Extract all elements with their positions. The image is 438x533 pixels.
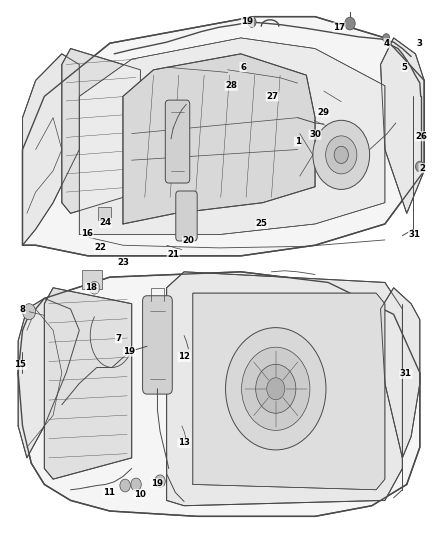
Circle shape: [247, 17, 256, 27]
Circle shape: [313, 120, 370, 189]
Polygon shape: [381, 38, 424, 213]
Circle shape: [120, 479, 131, 492]
Text: 24: 24: [99, 219, 112, 228]
Text: 19: 19: [151, 479, 163, 488]
Text: 8: 8: [20, 304, 25, 313]
Circle shape: [267, 378, 285, 400]
Text: 21: 21: [167, 251, 179, 260]
Polygon shape: [123, 54, 315, 224]
Text: 27: 27: [266, 92, 278, 101]
Circle shape: [242, 347, 310, 430]
Text: 17: 17: [333, 23, 345, 32]
Polygon shape: [44, 288, 132, 479]
Circle shape: [226, 328, 326, 450]
Text: 16: 16: [81, 229, 93, 238]
Text: 31: 31: [400, 369, 412, 378]
Circle shape: [155, 475, 165, 488]
Text: 5: 5: [402, 63, 407, 71]
Polygon shape: [22, 17, 424, 256]
Text: 20: 20: [183, 237, 194, 246]
Text: 13: 13: [178, 439, 190, 448]
Text: 19: 19: [124, 347, 135, 356]
FancyBboxPatch shape: [143, 296, 172, 394]
FancyBboxPatch shape: [82, 270, 102, 289]
Text: 15: 15: [14, 360, 26, 369]
Circle shape: [22, 304, 35, 320]
Text: 26: 26: [415, 132, 427, 141]
Polygon shape: [79, 38, 385, 235]
Circle shape: [325, 136, 357, 174]
Text: 28: 28: [225, 81, 237, 90]
Text: 6: 6: [240, 63, 246, 71]
Polygon shape: [166, 272, 403, 506]
Circle shape: [256, 365, 296, 413]
Text: 2: 2: [419, 164, 425, 173]
Polygon shape: [22, 54, 79, 245]
Text: 3: 3: [417, 39, 423, 48]
Circle shape: [383, 34, 390, 42]
FancyBboxPatch shape: [165, 100, 190, 183]
Text: 29: 29: [317, 108, 329, 117]
Text: 30: 30: [309, 130, 321, 139]
Polygon shape: [62, 49, 141, 213]
Polygon shape: [18, 272, 420, 516]
FancyBboxPatch shape: [98, 207, 111, 220]
Text: 23: 23: [118, 258, 130, 266]
Text: 25: 25: [256, 220, 268, 229]
Polygon shape: [18, 298, 79, 458]
Text: 22: 22: [94, 244, 106, 253]
Text: 31: 31: [409, 230, 420, 239]
Circle shape: [131, 478, 141, 491]
Polygon shape: [193, 293, 385, 490]
Text: 10: 10: [134, 489, 145, 498]
FancyBboxPatch shape: [176, 191, 197, 241]
Polygon shape: [381, 288, 420, 458]
Text: 19: 19: [241, 18, 253, 27]
Text: 12: 12: [178, 352, 190, 361]
Text: 18: 18: [85, 283, 98, 292]
Circle shape: [334, 146, 348, 164]
Text: 7: 7: [116, 334, 122, 343]
Text: 4: 4: [384, 39, 390, 48]
Text: 1: 1: [295, 137, 300, 146]
Circle shape: [345, 17, 355, 30]
Text: 11: 11: [103, 488, 115, 497]
Circle shape: [89, 281, 100, 294]
Circle shape: [416, 161, 424, 172]
